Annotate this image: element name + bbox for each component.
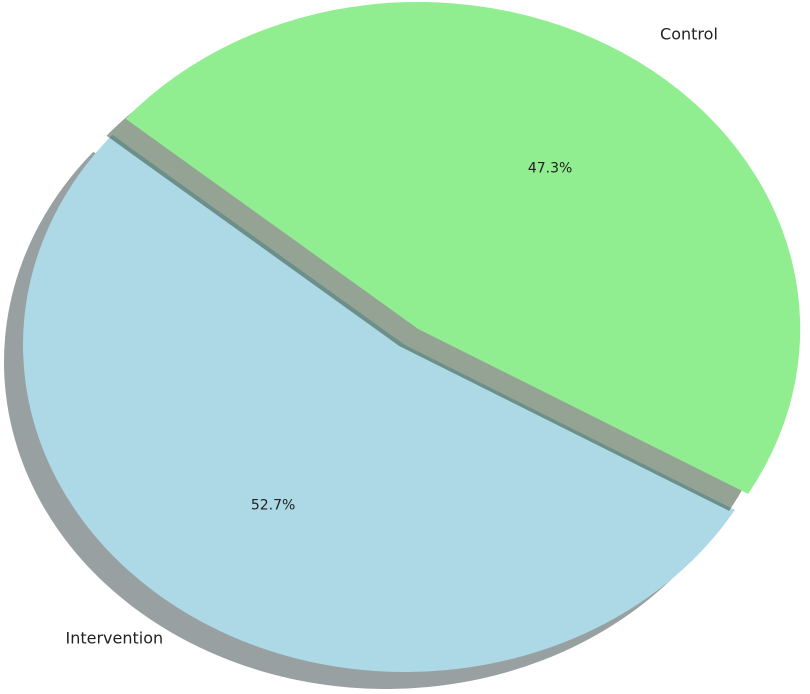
slice [125,1,801,494]
slice-label: Control [660,24,718,43]
percent-label: 47.3% [528,161,572,177]
slice-label: Intervention [65,629,163,648]
slice [23,134,735,672]
percent-label: 52.7% [251,497,295,513]
